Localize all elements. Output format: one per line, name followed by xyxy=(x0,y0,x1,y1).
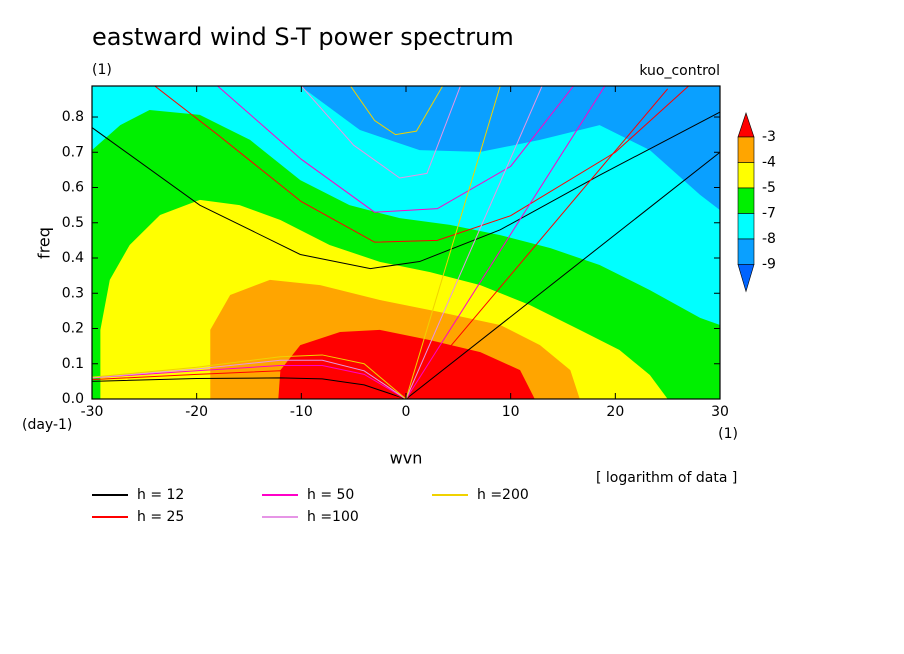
colorbar-label: -4 xyxy=(762,155,776,171)
dispersion-curve xyxy=(300,86,461,179)
legend-label: h =100 xyxy=(307,509,359,525)
colorbar-triangle xyxy=(737,264,755,293)
dispersion-curve xyxy=(92,370,407,399)
y-tick-label: 0.6 xyxy=(62,180,84,196)
legend-label: h = 12 xyxy=(137,487,184,503)
y-tick-label: 0.3 xyxy=(62,285,84,301)
dispersion-curve xyxy=(92,354,407,399)
y-axis-label: freq xyxy=(35,227,54,259)
note: [ logarithm of data ] xyxy=(596,470,737,486)
y-tick-label: 0.7 xyxy=(62,144,84,160)
y-tick-label: 0.0 xyxy=(62,391,84,407)
colorbar-box xyxy=(737,136,755,163)
legend-label: h = 25 xyxy=(137,509,184,525)
x-tick-label: 30 xyxy=(711,404,729,420)
colorbar-label: -5 xyxy=(762,180,776,196)
dispersion-curve xyxy=(350,86,444,136)
y-tick-label: 0.1 xyxy=(62,356,84,372)
dispersion-curve xyxy=(405,86,501,399)
subtitle: (1) xyxy=(92,62,112,78)
dispersion-curve xyxy=(92,365,407,399)
colorbar-box xyxy=(737,162,755,189)
x-tick-label: 0 xyxy=(402,404,411,420)
legend-label: h = 50 xyxy=(307,487,354,503)
colorbar-box xyxy=(737,187,755,214)
y-tick-label: 0.8 xyxy=(62,109,84,125)
dispersion-curve xyxy=(405,86,543,399)
y-tick-label: 0.4 xyxy=(62,250,84,266)
dispersion-curve xyxy=(405,151,720,399)
x-tick-label: 20 xyxy=(606,404,624,420)
dispersion-curve xyxy=(217,86,574,213)
colorbar-label: -3 xyxy=(762,129,776,145)
y-tick-label: 0.2 xyxy=(62,321,84,337)
dispersion-curve xyxy=(92,377,407,399)
contour-fills xyxy=(92,86,720,399)
x-unit: (1) xyxy=(718,426,738,442)
x-tick-label: -30 xyxy=(81,404,104,420)
colorbar-box xyxy=(737,238,755,265)
x-axis-label: wvn xyxy=(390,449,423,468)
colorbar-box xyxy=(737,213,755,240)
colorbar-label: -7 xyxy=(762,206,776,222)
experiment-label: kuo_control xyxy=(639,63,720,79)
dispersion-curves xyxy=(92,86,720,399)
dispersion-curve xyxy=(405,88,669,399)
y-unit: (day-1) xyxy=(22,417,72,433)
x-tick-label: -20 xyxy=(185,404,208,420)
dispersion-curve xyxy=(92,111,720,270)
dispersion-curve xyxy=(92,359,407,399)
x-tick-label: -10 xyxy=(290,404,313,420)
dispersion-curve xyxy=(405,86,606,399)
y-tick-label: 0.5 xyxy=(62,215,84,231)
dispersion-curve xyxy=(154,86,689,243)
legend-label: h =200 xyxy=(477,487,529,503)
colorbar-label: -8 xyxy=(762,231,776,247)
chart-title: eastward wind S-T power spectrum xyxy=(92,23,514,51)
colorbar-label: -9 xyxy=(762,257,776,273)
colorbar-triangle xyxy=(737,112,755,138)
x-tick-label: 10 xyxy=(502,404,520,420)
